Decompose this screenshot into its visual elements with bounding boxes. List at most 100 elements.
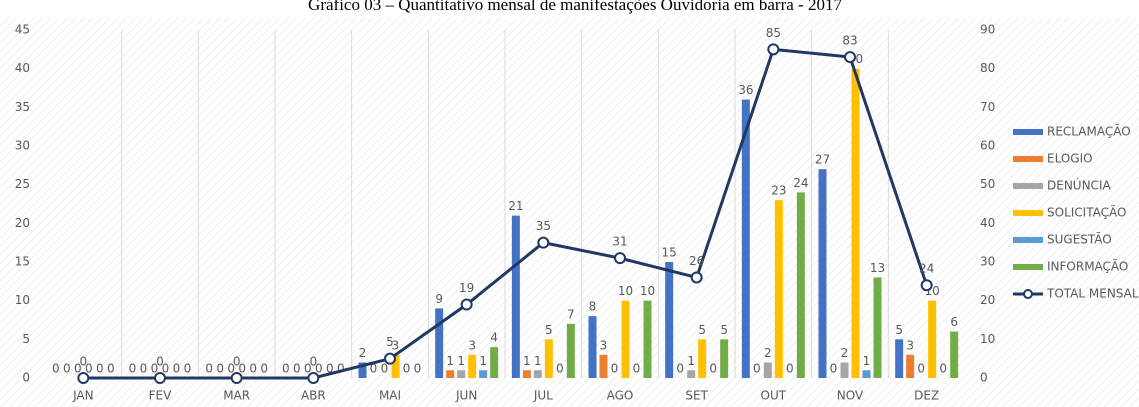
data-label: 0 — [216, 362, 224, 376]
bar — [928, 300, 937, 378]
data-label: 13 — [870, 261, 885, 275]
data-label: 0 — [315, 362, 323, 376]
bar — [522, 370, 531, 378]
y2-tick-label: 10 — [980, 332, 995, 346]
legend-marker — [1023, 289, 1033, 299]
data-label: 0 — [310, 355, 318, 369]
data-label: 35 — [536, 219, 551, 233]
bar — [851, 68, 860, 379]
data-label: 36 — [738, 83, 753, 97]
bar — [533, 370, 542, 378]
legend-swatch — [1013, 156, 1043, 162]
data-label: 0 — [151, 362, 159, 376]
data-label: 0 — [326, 362, 334, 376]
data-label: 0 — [676, 362, 684, 376]
line-marker — [537, 236, 550, 249]
data-label: 0 — [556, 362, 564, 376]
y-tick-label: 0 — [22, 371, 30, 385]
x-tick-label: AGO — [607, 389, 634, 403]
data-label: 0 — [709, 362, 717, 376]
data-label: 0 — [107, 362, 115, 376]
data-label: 2 — [764, 346, 772, 360]
legend-label: INFORMAÇÃO — [1047, 259, 1128, 274]
data-label: 10 — [618, 284, 633, 298]
line-marker — [384, 352, 396, 365]
data-label: 2 — [359, 346, 367, 360]
y-tick-label: 30 — [15, 139, 30, 153]
line-marker — [460, 298, 473, 311]
bar — [566, 323, 575, 378]
data-label: 24 — [793, 176, 808, 190]
data-label: 1 — [479, 354, 487, 368]
legend-swatch — [1013, 129, 1043, 135]
data-label: 23 — [771, 184, 786, 198]
legend-label: TOTAL MENSAL — [1046, 287, 1139, 301]
x-tick-label: JUL — [533, 389, 553, 403]
line-marker — [230, 372, 243, 384]
data-label: 3 — [392, 338, 400, 352]
data-label: 0 — [830, 362, 838, 376]
legend-label: SOLICITAÇÃO — [1047, 205, 1126, 220]
x-tick-label: DEZ — [914, 389, 939, 403]
bar — [490, 347, 499, 378]
y2-tick-label: 50 — [980, 177, 995, 191]
legend-swatch — [1013, 210, 1043, 216]
bar — [588, 316, 597, 378]
bar — [906, 354, 915, 378]
data-label: 0 — [140, 362, 148, 376]
data-label: 5 — [386, 335, 394, 349]
y2-tick-label: 30 — [980, 255, 995, 269]
data-label: 0 — [156, 355, 164, 369]
data-label: 1 — [457, 354, 465, 368]
data-label: 10 — [640, 284, 655, 298]
data-label: 0 — [80, 355, 88, 369]
data-label: 85 — [766, 26, 781, 40]
data-label: 3 — [906, 338, 914, 352]
y2-tick-label: 90 — [980, 23, 995, 37]
data-label: 0 — [74, 362, 82, 376]
data-label: 26 — [689, 254, 704, 268]
y-tick-label: 10 — [15, 293, 30, 307]
data-label: 5 — [720, 323, 728, 337]
data-label: 0 — [753, 362, 761, 376]
legend-label: ELOGIO — [1047, 152, 1093, 166]
data-label: 0 — [611, 362, 619, 376]
data-label: 0 — [786, 362, 794, 376]
line-marker — [614, 252, 626, 265]
bar — [599, 354, 608, 378]
data-label: 0 — [233, 355, 241, 369]
legend-label: SUGESTÃO — [1047, 232, 1112, 247]
bar — [435, 308, 444, 378]
y2-tick-label: 0 — [980, 371, 988, 385]
data-label: 2 — [841, 346, 849, 360]
bar — [358, 362, 367, 378]
y2-tick-label: 20 — [980, 293, 995, 307]
data-label: 0 — [304, 362, 312, 376]
data-label: 0 — [939, 362, 947, 376]
line-marker — [920, 279, 933, 292]
data-label: 3 — [600, 338, 608, 352]
x-tick-label: SET — [685, 389, 708, 403]
chart-title: Gráfico 03 – Quantitativo mensal de mani… — [308, 0, 842, 14]
data-label: 0 — [238, 362, 246, 376]
data-label: 0 — [381, 362, 389, 376]
legend-swatch — [1013, 183, 1043, 189]
data-label: 1 — [534, 354, 542, 368]
bar — [391, 354, 400, 378]
x-tick-label: JUN — [455, 389, 477, 403]
x-tick-label: MAI — [379, 389, 401, 403]
data-label: 0 — [260, 362, 268, 376]
y2-tick-label: 80 — [980, 61, 995, 75]
bar — [621, 300, 630, 378]
data-label: 9 — [435, 292, 443, 306]
legend-swatch — [1013, 237, 1043, 243]
data-label: 15 — [662, 246, 677, 260]
data-label: 83 — [842, 34, 857, 48]
data-label: 0 — [162, 362, 170, 376]
line-marker — [844, 51, 856, 64]
legend-label: RECLAMAÇÃO — [1047, 124, 1131, 139]
data-label: 0 — [917, 362, 925, 376]
y-tick-label: 20 — [15, 216, 30, 230]
line-marker — [690, 271, 703, 284]
bar — [468, 354, 477, 378]
